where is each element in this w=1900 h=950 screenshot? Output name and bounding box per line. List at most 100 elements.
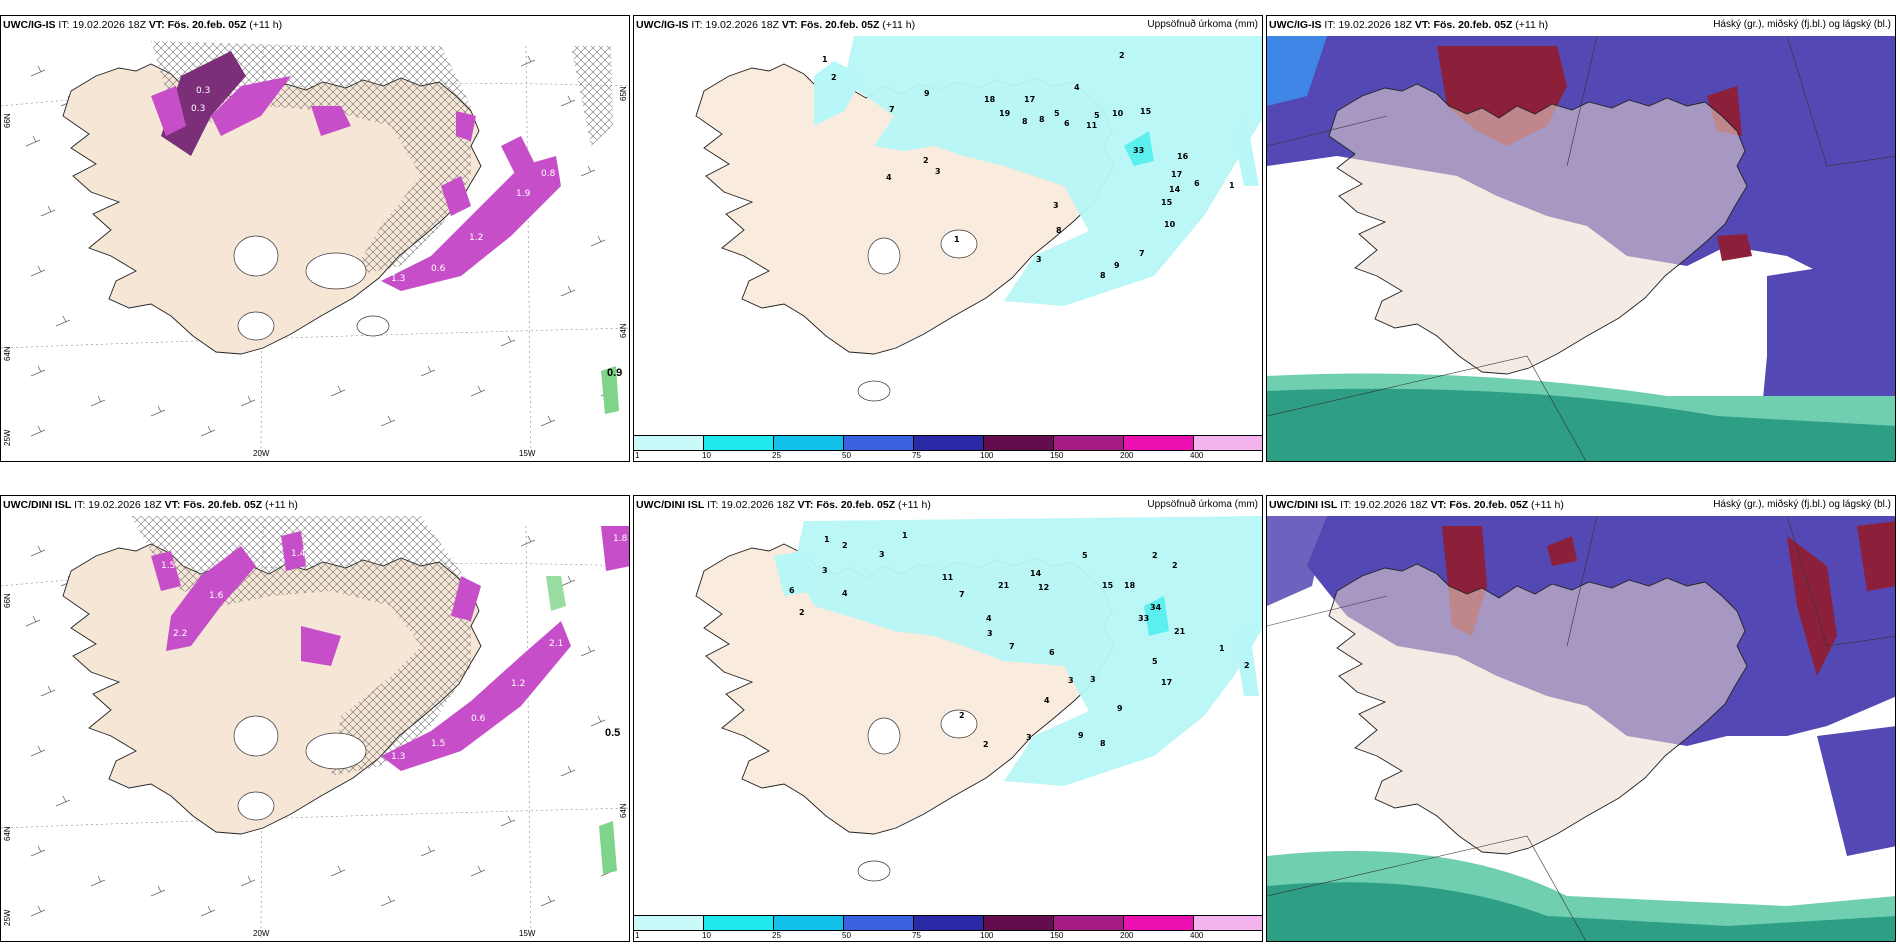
colorbar-label: 150 (1050, 931, 1064, 940)
panel-header: UWC/IG-IS IT: 19.02.2026 18Z VT: Fös. 20… (1269, 19, 1548, 31)
snow-labels: 1.5 1.6 2.2 1.4 1.3 1.5 0.6 1.2 2.1 1.8 (161, 534, 628, 762)
svg-text:17: 17 (1024, 95, 1035, 104)
svg-text:7: 7 (959, 590, 965, 599)
snow-bands (151, 51, 619, 414)
svg-text:19: 19 (999, 109, 1011, 118)
snow-labels: 0.3 0.3 1.3 0.6 1.2 1.9 0.8 (191, 86, 556, 284)
svg-text:3: 3 (1036, 255, 1042, 264)
colorbar-segment (634, 915, 704, 931)
high-cloud (1787, 536, 1837, 676)
wind-barbs (25, 535, 616, 917)
svg-text:15: 15 (1102, 581, 1114, 590)
svg-text:2: 2 (959, 711, 965, 720)
svg-text:2: 2 (831, 73, 837, 82)
svg-text:15: 15 (1140, 107, 1152, 116)
svg-text:33: 33 (1133, 146, 1144, 155)
svg-text:16: 16 (1177, 152, 1189, 161)
svg-text:1: 1 (824, 535, 830, 544)
lead-time: (+11 h) (1515, 19, 1549, 31)
max-value: 0.9 (607, 367, 623, 379)
snow-bands (151, 526, 629, 874)
panel-header: UWC/DINI ISL IT: 19.02.2026 18Z VT: Fös.… (1269, 499, 1564, 511)
snow-value: 1.4 (291, 549, 306, 559)
max-value: 0.5 (605, 727, 621, 739)
valid-time: VT: Fös. 20.feb. 05Z (797, 499, 896, 511)
lead-time: (+11 h) (249, 19, 283, 31)
snow-value: 1.3 (391, 752, 405, 762)
svg-text:18: 18 (1124, 581, 1136, 590)
init-time: IT: 19.02.2026 18Z (74, 499, 162, 511)
panel-top-left-snow-map: UWC/IG-IS IT: 19.02.2026 18Z VT: Fös. 20… (0, 15, 630, 462)
svg-text:4: 4 (842, 589, 848, 598)
init-time: IT: 19.02.2026 18Z (1340, 499, 1428, 511)
model-name: UWC/DINI ISL (1269, 499, 1338, 511)
model-name: UWC/IG-IS (3, 19, 56, 31)
colorbar-segment (704, 435, 774, 451)
svg-text:5: 5 (1152, 657, 1158, 666)
svg-text:2: 2 (1152, 551, 1158, 560)
panel-bottom-right-cloud-map: UWC/DINI ISL IT: 19.02.2026 18Z VT: Fös.… (1266, 495, 1896, 942)
colorbar-segment (1054, 915, 1124, 931)
svg-text:1: 1 (1229, 181, 1235, 190)
valid-time: VT: Fös. 20.feb. 05Z (164, 499, 263, 511)
lat-label-right: 64N (619, 803, 628, 818)
lat-label: 64N (3, 346, 12, 361)
svg-text:33: 33 (1138, 614, 1149, 623)
svg-text:3: 3 (1053, 201, 1059, 210)
colorbar-segment (774, 435, 844, 451)
svg-text:7: 7 (889, 105, 895, 114)
snow-value: 1.3 (391, 274, 405, 284)
svg-text:9: 9 (1114, 261, 1120, 270)
colorbar-segment (914, 435, 984, 451)
lead-time: (+11 h) (882, 19, 916, 31)
map-canvas (1267, 35, 1895, 461)
mid-cloud-west (1267, 516, 1327, 606)
panel-title: Uppsöfnuð úrkoma (mm) (1147, 19, 1258, 30)
high-cloud-small (1717, 234, 1752, 261)
svg-text:2: 2 (799, 608, 805, 617)
lat-label: 64N (3, 826, 12, 841)
glaciers (857, 229, 978, 402)
colorbar-label: 75 (912, 451, 921, 460)
model-name: UWC/DINI ISL (636, 499, 705, 511)
snow-value: 1.5 (431, 739, 445, 749)
snow-value: 1.5 (161, 561, 175, 571)
snow-value: 0.3 (196, 86, 210, 96)
svg-text:1: 1 (902, 531, 908, 540)
panel-title: Háský (gr.), miðský (fj.bl.) og lágský (… (1713, 499, 1891, 510)
svg-text:6: 6 (1049, 648, 1055, 657)
svg-text:8: 8 (1039, 115, 1045, 124)
svg-text:7: 7 (1009, 642, 1015, 651)
colorbar-labels: 1 10 25 50 75 100 150 200 400 (634, 931, 1262, 941)
map-canvas: 1.5 1.6 2.2 1.4 1.3 1.5 0.6 1.2 2.1 1.8 (1, 516, 629, 941)
colorbar (634, 435, 1262, 451)
lon-label: 15W (519, 929, 536, 938)
glaciers (233, 715, 367, 821)
svg-text:4: 4 (1074, 83, 1080, 92)
precip-area (794, 516, 1262, 786)
colorbar-segment (1124, 915, 1194, 931)
colorbar-segment (844, 915, 914, 931)
svg-text:14: 14 (1030, 569, 1042, 578)
lead-time: (+11 h) (265, 499, 298, 511)
snow-value: 1.9 (516, 189, 531, 199)
init-time: IT: 19.02.2026 18Z (58, 19, 146, 31)
snow-value: 0.6 (471, 714, 486, 724)
svg-text:10: 10 (1112, 109, 1124, 118)
svg-text:5: 5 (1094, 111, 1100, 120)
colorbar-segment (1194, 915, 1262, 931)
svg-text:14: 14 (1169, 185, 1181, 194)
lat-label: 66N (3, 113, 12, 128)
svg-text:8: 8 (1056, 226, 1062, 235)
svg-text:5: 5 (1054, 109, 1060, 118)
panel-header: UWC/IG-IS IT: 19.02.2026 18Z VT: Fös. 20… (636, 19, 915, 31)
svg-text:9: 9 (1078, 731, 1084, 740)
hatched-area-east (571, 46, 613, 146)
precip-heavy (1124, 131, 1154, 166)
colorbar-label: 200 (1120, 931, 1134, 940)
valid-time: VT: Fös. 20.feb. 05Z (148, 19, 247, 31)
colorbar-segment (1124, 435, 1194, 451)
precip-heavy (1144, 596, 1169, 636)
colorbar-segment (634, 435, 704, 451)
svg-text:18: 18 (984, 95, 996, 104)
